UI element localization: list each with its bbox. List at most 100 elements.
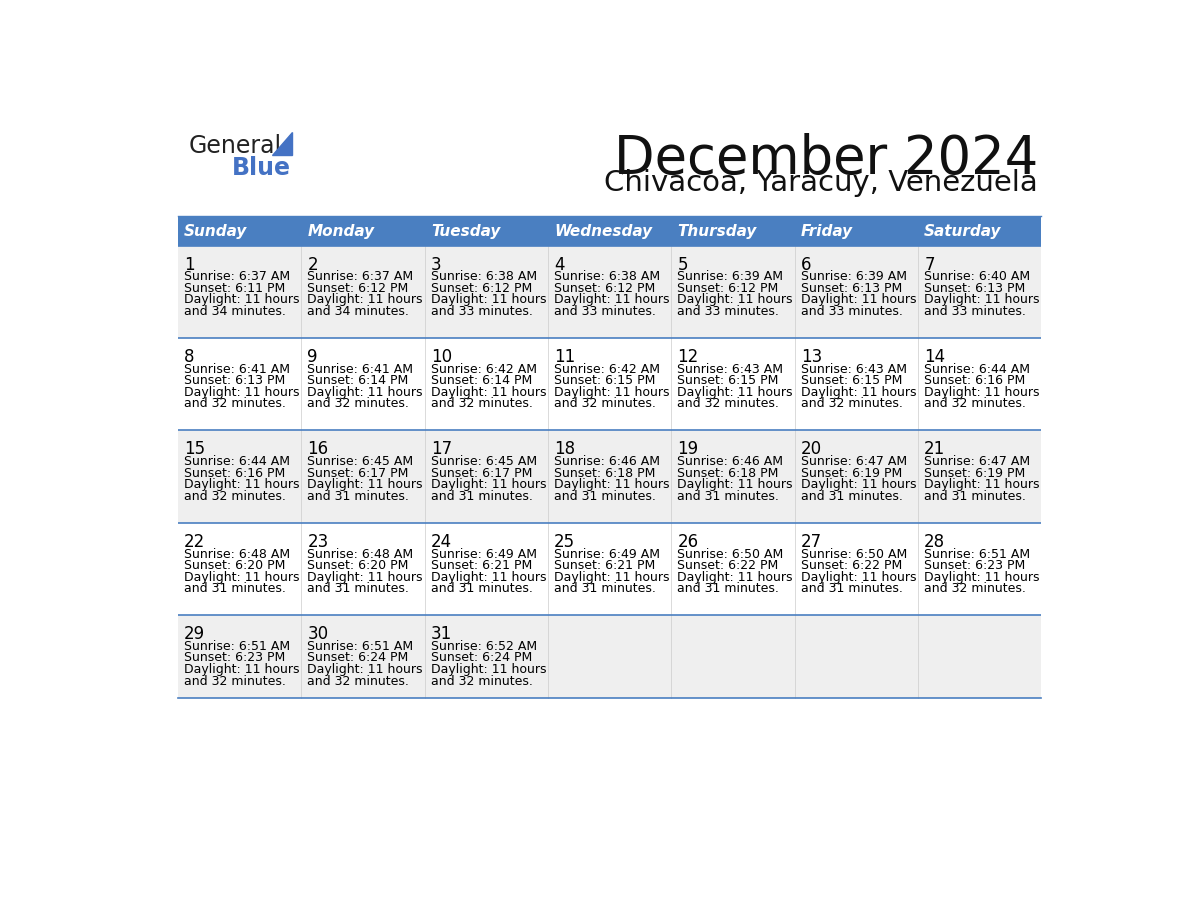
Text: Sunrise: 6:46 AM: Sunrise: 6:46 AM <box>554 455 661 468</box>
Text: 19: 19 <box>677 441 699 458</box>
Text: Sunrise: 6:39 AM: Sunrise: 6:39 AM <box>677 270 784 284</box>
Text: Daylight: 11 hours: Daylight: 11 hours <box>554 478 670 491</box>
Text: Tuesday: Tuesday <box>431 224 500 239</box>
Text: 3: 3 <box>431 256 442 274</box>
Text: 30: 30 <box>308 625 329 644</box>
Text: Daylight: 11 hours: Daylight: 11 hours <box>308 571 423 584</box>
Text: Daylight: 11 hours: Daylight: 11 hours <box>924 571 1040 584</box>
Text: 17: 17 <box>431 441 451 458</box>
Text: 10: 10 <box>431 348 451 366</box>
Text: 25: 25 <box>554 532 575 551</box>
Text: Sunrise: 6:45 AM: Sunrise: 6:45 AM <box>308 455 413 468</box>
Text: and 32 minutes.: and 32 minutes. <box>677 397 779 410</box>
Text: Sunrise: 6:47 AM: Sunrise: 6:47 AM <box>801 455 906 468</box>
Text: Sunrise: 6:37 AM: Sunrise: 6:37 AM <box>184 270 290 284</box>
Text: and 32 minutes.: and 32 minutes. <box>184 675 286 688</box>
Text: Sunset: 6:20 PM: Sunset: 6:20 PM <box>184 559 285 572</box>
Text: 28: 28 <box>924 532 946 551</box>
Text: 9: 9 <box>308 348 318 366</box>
Text: Sunset: 6:12 PM: Sunset: 6:12 PM <box>308 282 409 295</box>
Text: and 31 minutes.: and 31 minutes. <box>801 490 903 503</box>
Text: 5: 5 <box>677 256 688 274</box>
Text: Sunset: 6:24 PM: Sunset: 6:24 PM <box>431 652 532 665</box>
Text: Daylight: 11 hours: Daylight: 11 hours <box>801 478 916 491</box>
Text: 14: 14 <box>924 348 946 366</box>
Text: Daylight: 11 hours: Daylight: 11 hours <box>431 294 546 307</box>
Text: Daylight: 11 hours: Daylight: 11 hours <box>924 294 1040 307</box>
Text: Sunrise: 6:41 AM: Sunrise: 6:41 AM <box>308 363 413 375</box>
Text: Daylight: 11 hours: Daylight: 11 hours <box>184 478 299 491</box>
Text: Sunset: 6:16 PM: Sunset: 6:16 PM <box>184 466 285 480</box>
Text: and 32 minutes.: and 32 minutes. <box>924 582 1026 595</box>
Text: Sunset: 6:12 PM: Sunset: 6:12 PM <box>431 282 532 295</box>
Text: 26: 26 <box>677 532 699 551</box>
Text: Daylight: 11 hours: Daylight: 11 hours <box>308 294 423 307</box>
Text: Daylight: 11 hours: Daylight: 11 hours <box>184 663 299 676</box>
Text: Sunset: 6:13 PM: Sunset: 6:13 PM <box>801 282 902 295</box>
Text: Sunset: 6:22 PM: Sunset: 6:22 PM <box>801 559 902 572</box>
Text: Sunset: 6:15 PM: Sunset: 6:15 PM <box>677 375 779 387</box>
Text: Sunrise: 6:38 AM: Sunrise: 6:38 AM <box>431 270 537 284</box>
Text: Daylight: 11 hours: Daylight: 11 hours <box>801 571 916 584</box>
Text: Sunset: 6:17 PM: Sunset: 6:17 PM <box>431 466 532 480</box>
Text: Sunrise: 6:51 AM: Sunrise: 6:51 AM <box>184 640 290 653</box>
Text: Sunrise: 6:38 AM: Sunrise: 6:38 AM <box>554 270 661 284</box>
Text: and 33 minutes.: and 33 minutes. <box>924 305 1026 318</box>
Text: Daylight: 11 hours: Daylight: 11 hours <box>431 663 546 676</box>
Text: and 31 minutes.: and 31 minutes. <box>554 490 656 503</box>
Text: Daylight: 11 hours: Daylight: 11 hours <box>677 294 794 307</box>
Text: and 31 minutes.: and 31 minutes. <box>924 490 1026 503</box>
Text: and 32 minutes.: and 32 minutes. <box>308 397 410 410</box>
Text: and 31 minutes.: and 31 minutes. <box>308 582 410 595</box>
Text: Sunset: 6:24 PM: Sunset: 6:24 PM <box>308 652 409 665</box>
Text: Sunrise: 6:48 AM: Sunrise: 6:48 AM <box>184 547 290 561</box>
Text: Monday: Monday <box>308 224 374 239</box>
Text: Sunset: 6:20 PM: Sunset: 6:20 PM <box>308 559 409 572</box>
Text: 29: 29 <box>184 625 206 644</box>
Text: and 34 minutes.: and 34 minutes. <box>308 305 410 318</box>
Text: 31: 31 <box>431 625 453 644</box>
Text: Saturday: Saturday <box>924 224 1001 239</box>
Text: Sunrise: 6:46 AM: Sunrise: 6:46 AM <box>677 455 784 468</box>
Text: Sunrise: 6:50 AM: Sunrise: 6:50 AM <box>801 547 908 561</box>
Bar <box>178 615 1042 699</box>
Text: and 31 minutes.: and 31 minutes. <box>308 490 410 503</box>
Text: Sunrise: 6:50 AM: Sunrise: 6:50 AM <box>677 547 784 561</box>
Text: Daylight: 11 hours: Daylight: 11 hours <box>677 386 794 398</box>
Text: Daylight: 11 hours: Daylight: 11 hours <box>431 386 546 398</box>
Text: Daylight: 11 hours: Daylight: 11 hours <box>677 571 794 584</box>
Text: and 31 minutes.: and 31 minutes. <box>677 490 779 503</box>
Text: December 2024: December 2024 <box>614 133 1038 185</box>
Text: Daylight: 11 hours: Daylight: 11 hours <box>801 386 916 398</box>
Text: and 34 minutes.: and 34 minutes. <box>184 305 286 318</box>
Text: Sunset: 6:18 PM: Sunset: 6:18 PM <box>554 466 656 480</box>
Text: and 32 minutes.: and 32 minutes. <box>924 397 1026 410</box>
Text: 2: 2 <box>308 256 318 274</box>
Text: Sunset: 6:13 PM: Sunset: 6:13 PM <box>184 375 285 387</box>
Text: Sunset: 6:15 PM: Sunset: 6:15 PM <box>801 375 902 387</box>
Text: Wednesday: Wednesday <box>554 224 652 239</box>
Text: 21: 21 <box>924 441 946 458</box>
Text: Sunrise: 6:44 AM: Sunrise: 6:44 AM <box>924 363 1030 375</box>
Text: 12: 12 <box>677 348 699 366</box>
Text: Sunset: 6:14 PM: Sunset: 6:14 PM <box>431 375 532 387</box>
Text: and 32 minutes.: and 32 minutes. <box>308 675 410 688</box>
Text: Friday: Friday <box>801 224 853 239</box>
Text: Daylight: 11 hours: Daylight: 11 hours <box>308 386 423 398</box>
Bar <box>178 523 1042 615</box>
Text: Sunrise: 6:49 AM: Sunrise: 6:49 AM <box>431 547 537 561</box>
Text: Sunrise: 6:37 AM: Sunrise: 6:37 AM <box>308 270 413 284</box>
Text: Sunrise: 6:47 AM: Sunrise: 6:47 AM <box>924 455 1030 468</box>
Text: Sunset: 6:16 PM: Sunset: 6:16 PM <box>924 375 1025 387</box>
Text: Sunrise: 6:42 AM: Sunrise: 6:42 AM <box>431 363 537 375</box>
Text: Sunrise: 6:40 AM: Sunrise: 6:40 AM <box>924 270 1030 284</box>
Text: Sunset: 6:19 PM: Sunset: 6:19 PM <box>924 466 1025 480</box>
Text: and 31 minutes.: and 31 minutes. <box>801 582 903 595</box>
Bar <box>178 217 1042 246</box>
Text: Daylight: 11 hours: Daylight: 11 hours <box>431 478 546 491</box>
Text: Sunset: 6:23 PM: Sunset: 6:23 PM <box>184 652 285 665</box>
Polygon shape <box>272 131 292 155</box>
Text: and 32 minutes.: and 32 minutes. <box>554 397 656 410</box>
Text: Sunset: 6:15 PM: Sunset: 6:15 PM <box>554 375 656 387</box>
Text: and 32 minutes.: and 32 minutes. <box>431 397 532 410</box>
